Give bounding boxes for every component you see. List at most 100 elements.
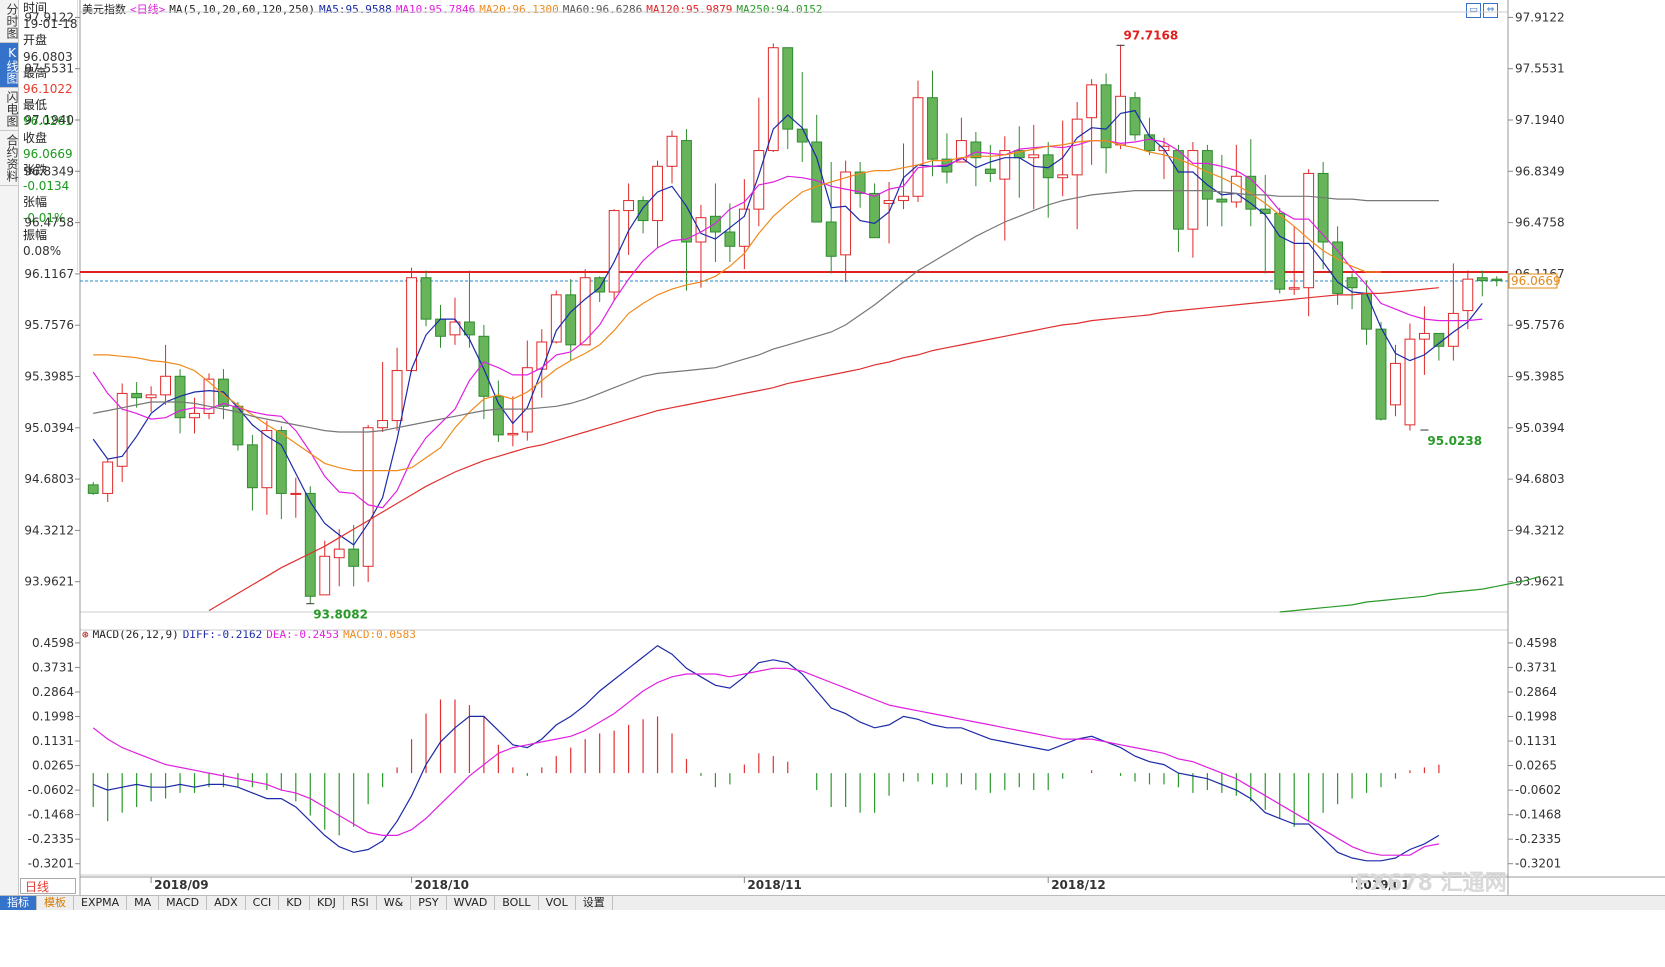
chart-canvas: 97.9122 97.9122 97.5531 97.5531 97.1940 97.19… [24, 0, 1665, 895]
candle-body [623, 200, 635, 212]
side-tab-1[interactable]: K线图 [0, 43, 19, 88]
legend-item: MA60:96.6286 [562, 3, 643, 16]
candle-body [1447, 312, 1459, 347]
indicator-tab[interactable]: CCI [246, 896, 280, 910]
indicator-tab[interactable]: 设置 [576, 896, 613, 910]
price-tick-label-left: 96.1167 [24, 267, 74, 281]
candle-body [1317, 172, 1329, 243]
indicator-tab[interactable]: 指标 [0, 896, 37, 910]
indicator-tab[interactable]: MACD [159, 896, 208, 910]
macd-legend-item: MACD:0.0583 [343, 628, 416, 641]
macd-tick-label-left: -0.3201 [28, 857, 74, 871]
expand-icon[interactable]: ⇔ [1483, 3, 1498, 18]
indicator-tab[interactable]: WVAD [447, 896, 496, 910]
macd-legend-item: DEA:-0.2453 [266, 628, 340, 641]
price-tick-label-left: 96.8349 [24, 164, 74, 178]
candle-body [1375, 328, 1387, 420]
indicator-tab[interactable]: BOLL [495, 896, 539, 910]
side-tab-0[interactable]: 分时图 [0, 0, 19, 43]
period-select[interactable]: 日线 [20, 878, 76, 894]
legend-ma-params: MA(5,10,20,60,120,250) [169, 3, 315, 16]
candle-body [116, 392, 128, 467]
indicator-tab[interactable]: EXPMA [74, 896, 128, 910]
macd-tick-label-right: 0.1998 [1515, 710, 1557, 724]
fx678-logo: FX678 汇通网 [1355, 871, 1507, 896]
candle-body [478, 335, 490, 397]
candle-body [246, 444, 258, 489]
candle-body [1201, 150, 1213, 200]
price-tick-label-right: 96.4758 [1515, 216, 1565, 230]
indicator-tab[interactable]: PSY [411, 896, 447, 910]
candle-body [869, 192, 881, 239]
macd-diff-line [92, 644, 1440, 862]
macd-tick-label-right: 0.1131 [1515, 734, 1557, 748]
candle-body [1361, 292, 1372, 330]
candle-body [492, 395, 504, 436]
ma-legend: 美元指数 <日线> MA(5,10,20,60,120,250) MA5:95.958… [82, 1, 830, 17]
candle-body [1057, 174, 1069, 179]
indicator-tab[interactable]: W& [377, 896, 412, 910]
candle-body [145, 394, 157, 399]
candle-body [1216, 198, 1228, 203]
price-tick-label-left: 94.6803 [24, 472, 74, 486]
macd-tick-label-left: -0.0602 [28, 783, 74, 797]
price-panel-frame [79, 11, 1509, 613]
candle-body [970, 141, 982, 159]
restore-icon[interactable]: ▭ [1466, 3, 1481, 18]
info-label: 振幅 [23, 227, 48, 242]
side-tab-3[interactable]: 合约资料 [0, 131, 19, 186]
legend-items: MA5:95.9588 MA10:95.7846 MA20:96.1300 MA60:… [319, 3, 827, 16]
candle-body [652, 165, 663, 222]
macd-params: MACD(26,12,9) [92, 628, 179, 641]
candle-body [1418, 332, 1430, 340]
indicator-tab[interactable]: ADX [207, 896, 246, 910]
side-tab-2[interactable]: 闪电图 [0, 88, 19, 131]
price-tick-label-left: 97.1940 [24, 113, 74, 127]
price-tick-label-left: 95.0394 [24, 421, 74, 435]
price-tick-label-right: 95.3985 [1515, 370, 1565, 384]
legend-title: 美元指数 [82, 3, 126, 16]
candle-body [1100, 84, 1112, 149]
indicator-tab[interactable]: VOL [539, 896, 576, 910]
macd-tick-label-right: 0.2864 [1515, 685, 1557, 699]
price-tick-label-left: 97.9122 [24, 10, 74, 24]
candle-body [275, 430, 287, 494]
macd-tick-label-right: -0.0602 [1515, 783, 1561, 797]
macd-settings-icon[interactable]: ⊛ [82, 628, 89, 641]
candle-body [550, 294, 562, 343]
macd-tick-label-left: 0.0265 [32, 759, 74, 773]
info-label: 最高 [23, 65, 48, 80]
price-tick-label-right: 97.1940 [1515, 113, 1565, 127]
candle-body [1028, 154, 1040, 159]
candle-body [189, 412, 200, 419]
candle-body [1303, 172, 1315, 289]
ma-line-ma120 [208, 287, 1439, 612]
macd-tick-label-left: -0.1468 [28, 808, 74, 822]
high-annotation: 97.7168 [1124, 28, 1179, 42]
candle-body [999, 150, 1011, 180]
price-tick-label-left: 95.7576 [24, 318, 74, 332]
low-annotation: 93.8082 [313, 608, 368, 622]
candle-body [709, 215, 721, 233]
candle-body [594, 277, 606, 293]
candle-body [984, 168, 996, 174]
price-tick-label-right: 95.7576 [1515, 318, 1565, 332]
candle-body [579, 277, 591, 346]
candle-body [174, 375, 186, 419]
indicator-tab[interactable]: 模板 [37, 896, 74, 910]
candle-body [825, 221, 837, 257]
indicator-tab[interactable]: KDJ [310, 896, 344, 910]
ma-line-ma5 [92, 109, 1483, 546]
candle-body [1187, 150, 1199, 230]
macd-tick-label-right: -0.3201 [1515, 857, 1561, 871]
price-tick-label-left: 95.3985 [24, 370, 74, 384]
indicator-tab[interactable]: MA [127, 896, 160, 910]
time-label: 2018/09 [154, 878, 208, 892]
info-value: -0.0134 [23, 179, 70, 194]
indicator-tab[interactable]: KD [279, 896, 310, 910]
candle-body [406, 277, 417, 372]
candle-body [102, 461, 114, 494]
candle-body [1230, 175, 1242, 203]
info-label: 收盘 [23, 130, 48, 145]
indicator-tab[interactable]: RSI [344, 896, 377, 910]
